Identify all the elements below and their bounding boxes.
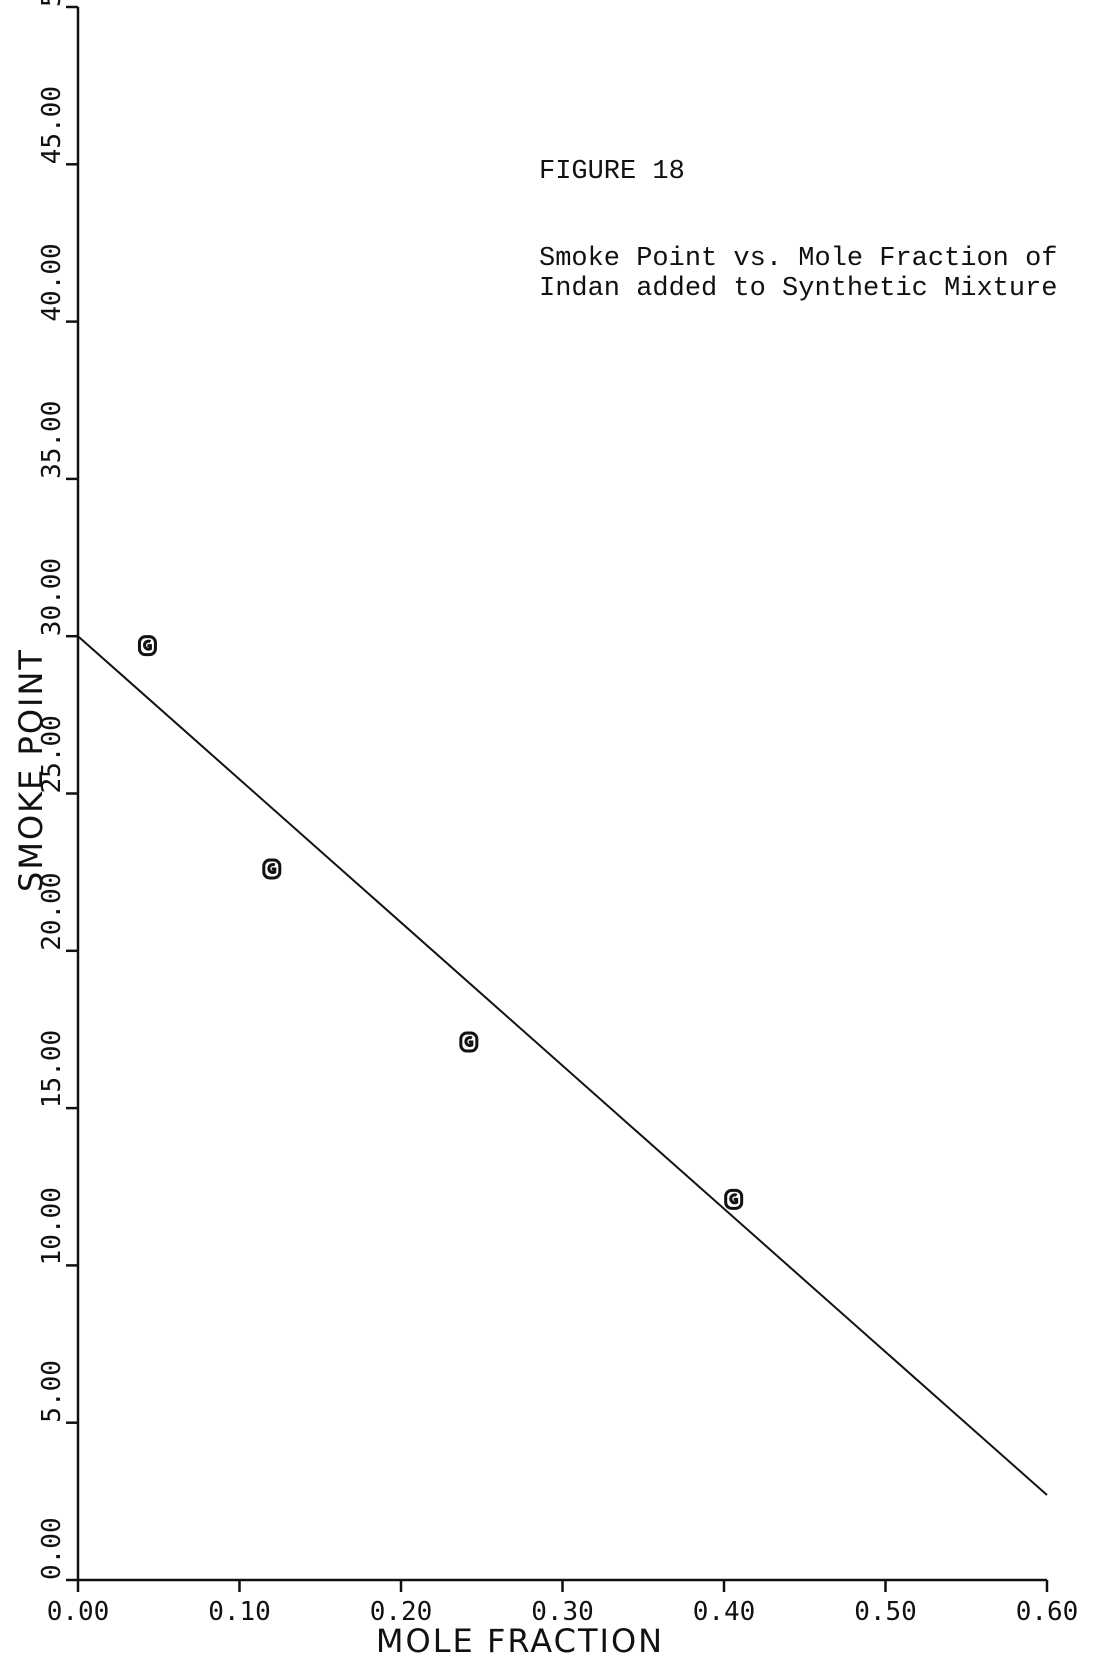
data-point-marker xyxy=(459,1031,479,1053)
marker-glyph xyxy=(267,863,277,874)
x-tick-label: 0.10 xyxy=(208,1597,271,1627)
chart-axes xyxy=(76,7,1047,1582)
y-axis-ticks: 0.00 5.00 10.00 15.00 20.00 25.00 30.00 35.00 40… xyxy=(37,0,78,1582)
fit-line xyxy=(77,635,1048,1496)
y-tick-label: 40.00 xyxy=(37,243,67,321)
marker-glyph xyxy=(729,1193,739,1205)
y-tick-label: 15.00 xyxy=(37,1030,67,1108)
y-tick-label: 30.00 xyxy=(37,558,67,636)
y-tick-label: 25.00 xyxy=(37,715,67,793)
x-tick-label: 0.30 xyxy=(531,1597,594,1627)
x-tick-label: 0.40 xyxy=(693,1597,756,1627)
y-tick-label: 5.00 xyxy=(37,1360,67,1423)
marker-glyph xyxy=(464,1036,474,1048)
figure-label: FIGURE 18 xyxy=(539,157,685,187)
figure-title-line-2: Indan added to Synthetic Mixture xyxy=(539,274,1057,304)
y-tick-label: 0.00 xyxy=(37,1517,67,1580)
x-tick-label: 0.20 xyxy=(370,1597,433,1627)
y-tick-label: 20.00 xyxy=(37,873,67,951)
y-axis-title: SMOKE POINT xyxy=(12,648,50,892)
x-tick-label: 0.50 xyxy=(854,1597,917,1627)
figure-caption: FIGURE 18 Smoke Point vs. Mole Fraction … xyxy=(539,157,1057,304)
x-axis-title: MOLE FRACTION xyxy=(376,1622,664,1660)
y-tick-label: 10.00 xyxy=(37,1187,67,1265)
x-axis-ticks: 0.00 0.10 0.20 0.30 0.40 0.50 0.60 xyxy=(47,1580,1079,1627)
data-point-marker xyxy=(137,635,157,657)
x-tick-label: 0.00 xyxy=(47,1597,110,1627)
marker-outline xyxy=(137,635,157,657)
marker-outline xyxy=(724,1188,744,1210)
marker-outline xyxy=(459,1031,479,1053)
marker-glyph xyxy=(143,639,152,651)
x-tick-label: 0.60 xyxy=(1016,1597,1079,1627)
y-tick-label: 45.00 xyxy=(37,86,67,164)
series-layer xyxy=(77,635,1048,1496)
data-point-marker xyxy=(724,1188,744,1210)
y-tick-label: 50.00 xyxy=(37,0,67,7)
y-tick-label: 35.00 xyxy=(37,401,67,479)
figure-title-line-1: Smoke Point vs. Mole Fraction of xyxy=(539,244,1057,274)
marker-outline xyxy=(262,858,282,880)
data-point-marker xyxy=(262,858,282,880)
